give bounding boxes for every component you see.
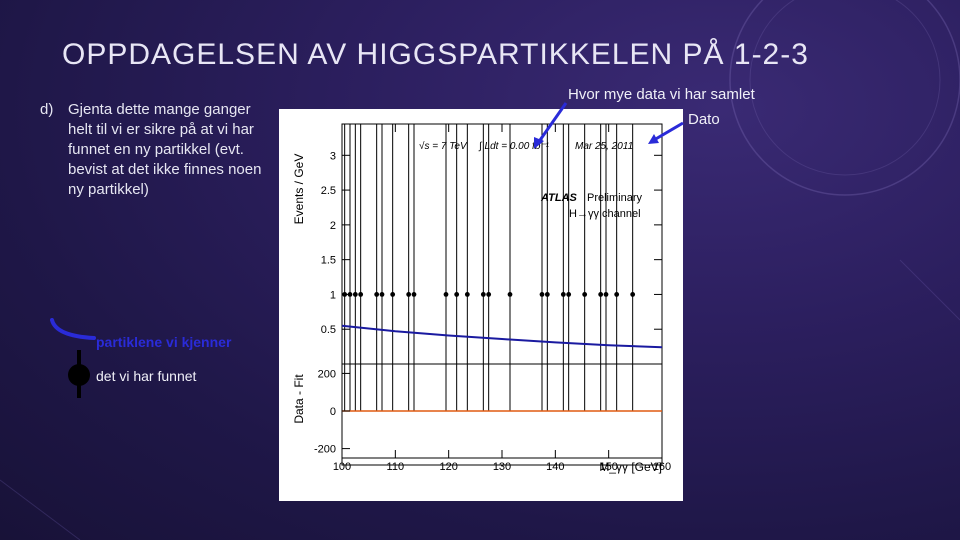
data-point	[598, 292, 604, 297]
data-point	[374, 292, 380, 297]
bullet-text: Gjenta dette mange ganger helt til vi er…	[68, 101, 262, 198]
annotation-data-amount: Hvor mye data vi har samlet	[568, 86, 755, 103]
top-y-tick-label: 2	[330, 220, 336, 232]
data-point	[566, 292, 572, 297]
data-point	[464, 292, 470, 297]
legend-found-label: det vi har funnet	[96, 368, 197, 384]
bottom-y-tick-label: 0	[330, 406, 336, 418]
plot-channel-text: H→γγ channel	[569, 208, 641, 220]
x-tick-label: 130	[493, 461, 511, 473]
data-point	[603, 292, 609, 297]
slide-title: OPPDAGELSEN AV HIGGSPARTIKKELEN PÅ 1-2-3	[62, 38, 809, 71]
x-tick-label: 120	[439, 461, 457, 473]
data-point	[582, 292, 588, 297]
top-y-tick-label: 0.5	[321, 324, 336, 336]
known-particles-curve-icon	[50, 318, 96, 340]
legend-known-label: partiklene vi kjenner	[96, 334, 232, 350]
data-point	[352, 292, 358, 297]
data-point	[614, 292, 620, 297]
x-tick-label: 160	[653, 461, 671, 473]
data-point	[390, 292, 396, 297]
plot-energy-text: √s = 7 TeV	[419, 140, 468, 152]
data-point	[406, 292, 412, 297]
data-point	[539, 292, 545, 297]
data-point	[443, 292, 449, 297]
bottom-y-axis-label: Data - Fit	[292, 374, 306, 424]
top-y-axis-label: Events / GeV	[292, 154, 306, 225]
data-point	[454, 292, 460, 297]
plot-status-text: Preliminary	[587, 192, 643, 204]
data-point-icon	[68, 350, 90, 398]
data-point	[411, 292, 417, 297]
top-panel-frame	[341, 123, 663, 466]
bullet-item: d) Gjenta dette mange ganger helt til vi…	[40, 100, 270, 200]
atlas-plot: 0.5 1 1.5 2 2.5 3 -200 0 200 100 110 120 130 140 150 16…	[279, 109, 683, 501]
x-tick-label: 140	[546, 461, 564, 473]
x-tick-label: 150	[599, 461, 617, 473]
top-y-tick-label: 1	[330, 289, 336, 301]
annotation-date: Dato	[688, 111, 720, 128]
data-point	[358, 292, 364, 297]
background-fit-curve	[341, 324, 663, 349]
data-point	[630, 292, 636, 297]
plot-date-text: Mar 25, 2011	[575, 141, 633, 152]
plot-experiment-text: ATLAS	[540, 192, 578, 204]
atlas-plot-svg: 0.5 1 1.5 2 2.5 3 -200 0 200 100 110 120 130 140 150 16…	[292, 123, 671, 474]
top-y-tick-label: 3	[330, 150, 336, 162]
data-point	[507, 292, 513, 297]
bottom-y-tick-label: 200	[318, 368, 336, 380]
bullet-letter: d)	[40, 101, 54, 118]
plot-luminosity-text: ∫ Ldt = 0.00 fb⁻¹	[478, 141, 550, 152]
data-point	[560, 292, 566, 297]
data-point	[379, 292, 385, 297]
x-tick-label: 110	[387, 461, 405, 473]
top-y-tick-label: 2.5	[321, 185, 336, 197]
data-point	[480, 292, 486, 297]
x-axis-label: M_γγ [GeV]	[599, 460, 662, 474]
bottom-y-tick-label: -200	[314, 444, 336, 456]
data-point	[486, 292, 492, 297]
data-point	[544, 292, 550, 297]
top-y-tick-label: 1.5	[321, 255, 336, 267]
x-tick-label: 100	[333, 461, 351, 473]
